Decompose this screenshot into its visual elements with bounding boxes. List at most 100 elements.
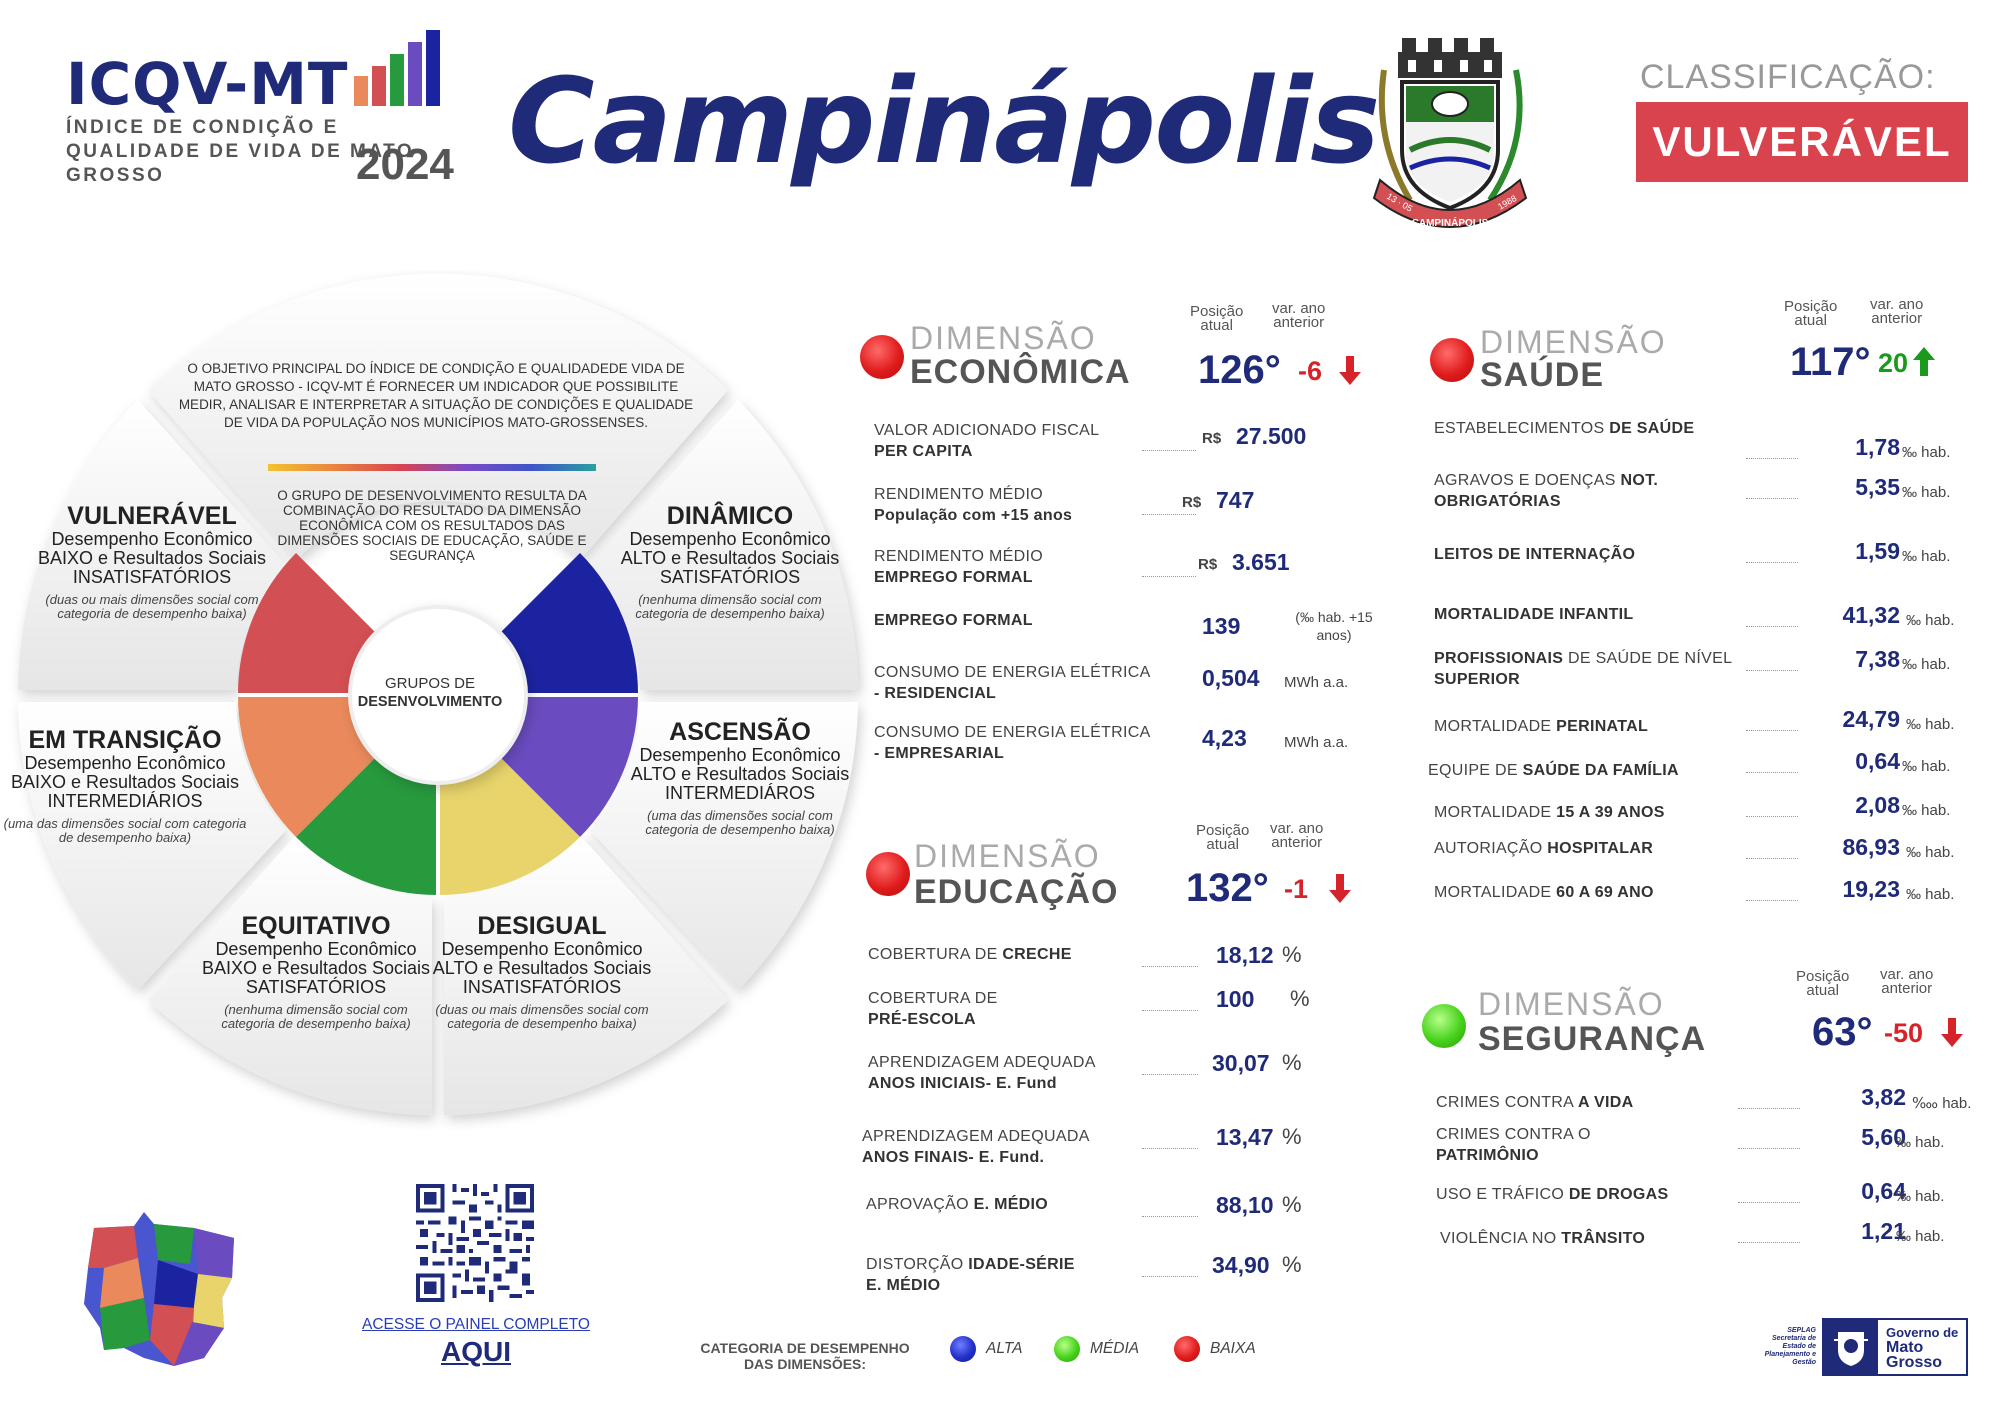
dimension-word: DIMENSÃO <box>1478 986 1665 1022</box>
brand-subtitle: ÍNDICE DE CONDIÇÃO E QUALIDADE DE VIDA D… <box>66 117 415 186</box>
var-label-2: anterior <box>1871 310 1923 327</box>
indicator-pre: USO E TRÁFICO <box>1436 1186 1565 1203</box>
indicator-bold: PERINATAL <box>1556 718 1649 735</box>
government-logo: SEPLAG Secretaria de Estado de Planejame… <box>1752 1318 1969 1376</box>
objective-text: O OBJETIVO PRINCIPAL DO ÍNDICE DE CONDIÇ… <box>178 361 694 430</box>
indicator-pre: ESTABELECIMENTOS <box>1434 420 1605 437</box>
group-title: DINÂMICO <box>666 502 794 530</box>
indicator-line-2: ANOS FINAIS- E. Fund. <box>862 1149 1045 1166</box>
indicator-value: 1,59 <box>1855 538 1900 564</box>
indicator-value: 18,12 <box>1216 942 1274 968</box>
group-dinamico: DINÂMICO Desempenho Econômico ALTO e Res… <box>610 502 850 621</box>
dotted-leader <box>1746 562 1798 563</box>
indicator-line-2: - EMPRESARIAL <box>874 745 1005 762</box>
indicator-line-1-bold: IDADE-SÉRIE <box>968 1256 1075 1273</box>
indicator-label: MORTALIDADE 60 A 69 ANO <box>1434 882 1774 903</box>
outer-segment-bottom-right <box>444 835 728 1115</box>
var-seguranca: -50 <box>1884 1018 1924 1048</box>
access-panel-link[interactable]: ACESSE O PAINEL COMPLETO <box>362 1316 590 1333</box>
indicator-pre: CRIMES CONTRA <box>1436 1094 1574 1111</box>
indicator-line-2: PER CAPITA <box>874 443 973 460</box>
indicator-line-1-bold: E. MÉDIO <box>973 1196 1049 1213</box>
indicator-label: EQUIPE DE SAÚDE DA FAMÍLIA <box>1428 760 1768 781</box>
indicator-unit: ‰ hab. <box>1902 802 1951 819</box>
group-explanation-text: O GRUPO DE DESENVOLVIMENTO RESULTA DA CO… <box>277 488 587 563</box>
indicator-label: VIOLÊNCIA NO TRÂNSITO <box>1440 1228 1760 1249</box>
indicator-line-2: População com +15 anos <box>874 507 1073 524</box>
dimension-word: DIMENSÃO <box>910 320 1097 356</box>
indicator-bold: DE DROGAS <box>1568 1186 1669 1203</box>
indicator-bold: 60 A 69 ANO <box>1556 884 1654 901</box>
indicator-unit: % <box>1290 986 1310 1011</box>
here-link[interactable]: AQUI <box>441 1336 511 1367</box>
group-transicao: EM TRANSIÇÃO Desempenho Econômico BAIXO … <box>0 726 250 845</box>
classification-label: CLASSIFICAÇÃO: <box>1640 58 1936 96</box>
var-economica: -6 <box>1298 356 1323 386</box>
group-title: ASCENSÃO <box>669 718 811 746</box>
indicator-unit: ‰ hab. <box>1906 612 1955 629</box>
dimension-title-saude: SAÚDE <box>1480 356 1605 394</box>
indicator-line-2: E. MÉDIO <box>866 1277 941 1294</box>
indicator-value: 4,23 <box>1202 725 1247 751</box>
indicator-line-2: ANOS INICIAIS- E. Fund <box>868 1075 1057 1092</box>
var-label: var. ano anterior <box>1880 967 1933 996</box>
group-equitativo: EQUITATIVO Desempenho Econômico BAIXO e … <box>196 912 436 1031</box>
dotted-leader <box>1746 772 1798 773</box>
indicator-label: CRIMES CONTRA O PATRIMÔNIO <box>1436 1124 1756 1166</box>
indicator-line-2: SUPERIOR <box>1434 671 1520 688</box>
brand-title: ICQV-MT <box>66 50 349 118</box>
gradient-bar <box>268 464 596 471</box>
dimension-title-educacao: EDUCAÇÃO <box>914 873 1119 911</box>
group-note: (nenhuma dimensão social com categoria d… <box>221 1002 411 1031</box>
indicator-unit: % <box>1282 1050 1302 1075</box>
indicator-line-1: CONSUMO DE ENERGIA ELÉTRICA <box>874 724 1151 741</box>
indicator-bold: HOSPITALAR <box>1547 840 1654 857</box>
indicator-unit: % <box>1282 1252 1302 1277</box>
category-title-1: CATEGORIA DE DESEMPENHO <box>700 1340 910 1356</box>
indicator-unit: ‰ hab. <box>1906 716 1955 733</box>
var-educacao: -1 <box>1284 874 1309 904</box>
indicator-label: APRENDIZAGEM ADEQUADA ANOS FINAIS- E. Fun… <box>862 1126 1162 1168</box>
indicator-value: 1,78 <box>1855 434 1900 460</box>
group-note: (uma das dimensões social com categoria … <box>3 816 247 845</box>
indicator-label: COBERTURA DE PRÉ-ESCOLA <box>868 988 1168 1030</box>
indicator-label: AUTORIAÇÃO HOSPITALAR <box>1434 838 1774 859</box>
dotted-leader <box>1738 1202 1800 1203</box>
indicator-value: 41,32 <box>1842 602 1900 628</box>
indicator-label: VALOR ADICIONADO FISCAL PER CAPITA <box>874 420 1174 462</box>
indicator-label: COBERTURA DE CRECHE <box>868 944 1168 965</box>
legend-baixa: BAIXA <box>1174 1336 1256 1362</box>
indicator-unit: (‰ hab. +15 anos) <box>1295 609 1373 643</box>
indicator-bold: LEITOS DE INTERNAÇÃO <box>1434 546 1636 563</box>
seplag-text: SEPLAG Secretaria de Estado de Planejame… <box>1764 1327 1816 1366</box>
pos-label-1: Posição <box>1196 822 1250 839</box>
indicator-value: 30,07 <box>1212 1050 1270 1076</box>
dotted-leader <box>1746 900 1798 901</box>
indicator-value: 5,35 <box>1855 474 1900 500</box>
indicator-label: CONSUMO DE ENERGIA ELÉTRICA - RESIDENCIAL <box>874 662 1174 704</box>
group-desc: Desempenho Econômico BAIXO e Resultados … <box>201 939 431 997</box>
dotted-leader <box>1738 1242 1800 1243</box>
var-label-1: var. ano <box>1272 300 1326 317</box>
category-legend-title: CATEGORIA DE DESEMPENHO DAS DIMENSÕES: <box>680 1340 930 1372</box>
outer-segment-top-left <box>18 400 286 690</box>
legend-dot-baixa <box>1174 1336 1200 1362</box>
indicator-label: USO E TRÁFICO DE DROGAS <box>1436 1184 1756 1205</box>
group-vulneravel: VULNERÁVEL Desempenho Econômico BAIXO e … <box>32 502 272 621</box>
dotted-leader <box>1142 1074 1198 1075</box>
dotted-leader <box>1142 576 1196 577</box>
qr-code-icon[interactable] <box>416 1184 534 1302</box>
indicator-value: 34,90 <box>1212 1252 1270 1278</box>
indicator-value: 5,60 <box>1861 1124 1906 1150</box>
rank-economica: 126° <box>1198 348 1281 392</box>
indicator-value: 86,93 <box>1842 834 1900 860</box>
indicator-label: ESTABELECIMENTOS DE SAÚDE <box>1434 418 1774 439</box>
dimension-title-economica: ECONÔMICA <box>910 353 1131 391</box>
var-label: var. ano anterior <box>1270 821 1323 850</box>
indicator-value: 7,38 <box>1855 646 1900 672</box>
indicator-value: 0,64 <box>1855 748 1900 774</box>
indicator-pre: EQUIPE DE <box>1428 762 1518 779</box>
dimension-word: DIMENSÃO <box>914 838 1101 874</box>
indicator-unit: ‰ hab. <box>1896 1228 1945 1245</box>
currency-prefix: R$ <box>1198 556 1218 573</box>
